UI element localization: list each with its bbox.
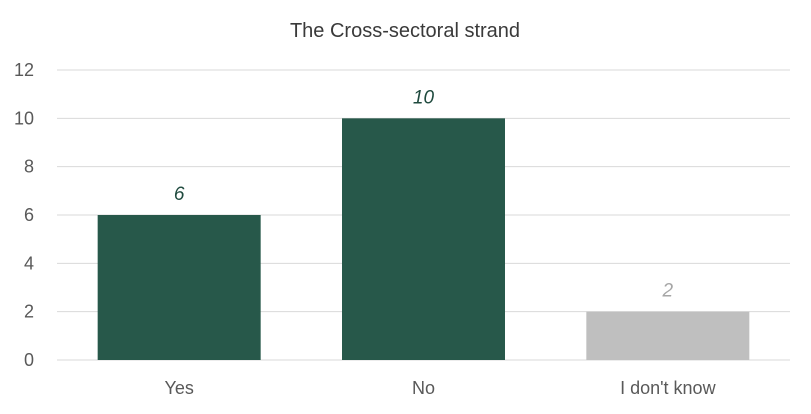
x-axis-categories: Yes No I don't know: [164, 378, 716, 398]
y-tick-label: 10: [14, 108, 34, 128]
bar-no: [342, 118, 505, 360]
x-category-label: I don't know: [620, 378, 716, 398]
data-label: 10: [413, 87, 435, 108]
y-axis-ticks: 0 2 4 6 8 10 12: [14, 60, 34, 370]
bars: [97, 118, 750, 360]
data-labels: 6 10 2: [174, 87, 674, 301]
bar-yes: [97, 215, 261, 360]
y-tick-label: 0: [24, 350, 34, 370]
chart-title: The Cross-sectoral strand: [290, 20, 520, 42]
y-tick-label: 8: [24, 157, 34, 177]
bar-i-don-t-know: [586, 311, 750, 360]
y-tick-label: 4: [24, 253, 34, 273]
y-tick-label: 6: [24, 205, 34, 225]
y-tick-label: 12: [14, 60, 34, 80]
x-category-label: No: [412, 378, 435, 398]
y-tick-label: 2: [24, 302, 34, 322]
data-label: 6: [174, 184, 185, 205]
data-label: 2: [662, 281, 674, 302]
x-category-label: Yes: [164, 378, 193, 398]
